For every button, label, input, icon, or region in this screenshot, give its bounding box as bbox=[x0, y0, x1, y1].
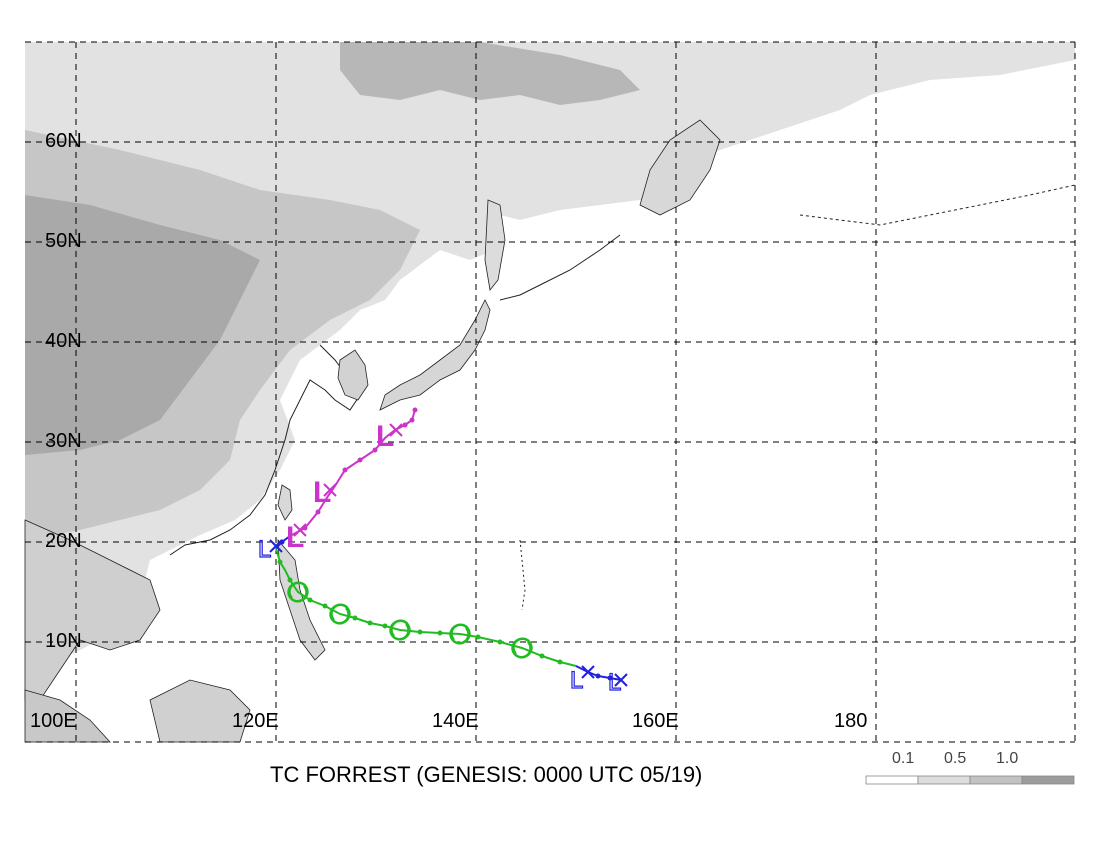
mariana-chain bbox=[519, 539, 526, 611]
japan-islands bbox=[379, 299, 491, 411]
storm-symbol-icon bbox=[389, 619, 411, 641]
low-symbol-west: L bbox=[258, 536, 271, 563]
storm-track: L L L L L L bbox=[257, 407, 628, 697]
lon-label-140e: 140E bbox=[432, 710, 479, 732]
legend-label-1: 0.5 bbox=[944, 750, 967, 767]
lon-label-160e: 160E bbox=[632, 710, 679, 732]
lat-label-20n: 20N bbox=[45, 530, 82, 552]
lat-label-60n: 60N bbox=[45, 130, 82, 152]
track-dots-blue bbox=[279, 539, 613, 681]
storm-symbol-icon bbox=[287, 581, 309, 603]
lat-label-30n: 30N bbox=[45, 430, 82, 452]
lon-label-180: 180 bbox=[834, 710, 868, 732]
korea-coast bbox=[337, 349, 369, 401]
aleutian-chain bbox=[799, 184, 1076, 226]
storm-symbol-icon bbox=[511, 637, 533, 659]
taiwan bbox=[277, 484, 293, 521]
extratropical-symbol-2: L bbox=[313, 476, 331, 509]
lat-label-10n: 10N bbox=[45, 630, 82, 652]
legend-swatch-0 bbox=[865, 775, 919, 785]
kuril-chain bbox=[499, 234, 621, 301]
extratropical-symbol-1: L bbox=[286, 521, 304, 554]
low-symbol-east-2: L bbox=[570, 667, 583, 694]
track-dots-green bbox=[277, 559, 563, 665]
position-markers bbox=[269, 423, 628, 687]
siberia-dark-terrain bbox=[340, 42, 640, 105]
legend-swatch-3 bbox=[1021, 775, 1075, 785]
storm-symbol-icon bbox=[449, 623, 471, 645]
lon-label-100e: 100E bbox=[30, 710, 77, 732]
low-symbol-east: L bbox=[608, 669, 621, 696]
track-dots-magenta bbox=[302, 407, 418, 531]
position-marker-icon bbox=[581, 665, 595, 679]
legend-label-0: 0.1 bbox=[892, 750, 915, 767]
position-marker-icon bbox=[269, 539, 283, 553]
position-marker-icon bbox=[614, 673, 628, 687]
position-marker-icon bbox=[323, 483, 337, 497]
land-shading bbox=[24, 42, 1076, 743]
storm-symbol-icon bbox=[329, 603, 351, 625]
lon-label-120e: 120E bbox=[232, 710, 279, 732]
extratropical-symbol-3: L bbox=[376, 420, 394, 453]
legend-label-2: 1.0 bbox=[996, 750, 1019, 767]
gridlines bbox=[25, 41, 1076, 743]
legend-swatch-2 bbox=[969, 775, 1023, 785]
storm-symbols bbox=[287, 581, 533, 659]
sakhalin bbox=[484, 199, 506, 291]
position-marker-icon bbox=[389, 423, 403, 437]
asia-dark-terrain bbox=[25, 195, 260, 455]
track-labels: L L L L L L bbox=[257, 420, 622, 697]
sumatra-edge bbox=[24, 689, 111, 743]
kamchatka bbox=[639, 119, 721, 216]
lat-label-40n: 40N bbox=[45, 330, 82, 352]
lat-label-50n: 50N bbox=[45, 230, 82, 252]
position-marker-icon bbox=[293, 523, 307, 537]
legend-colorbar bbox=[865, 775, 1075, 785]
map-title: TC FORREST (GENESIS: 0000 UTC 05/19) bbox=[270, 762, 703, 787]
legend-swatch-1 bbox=[917, 775, 971, 785]
